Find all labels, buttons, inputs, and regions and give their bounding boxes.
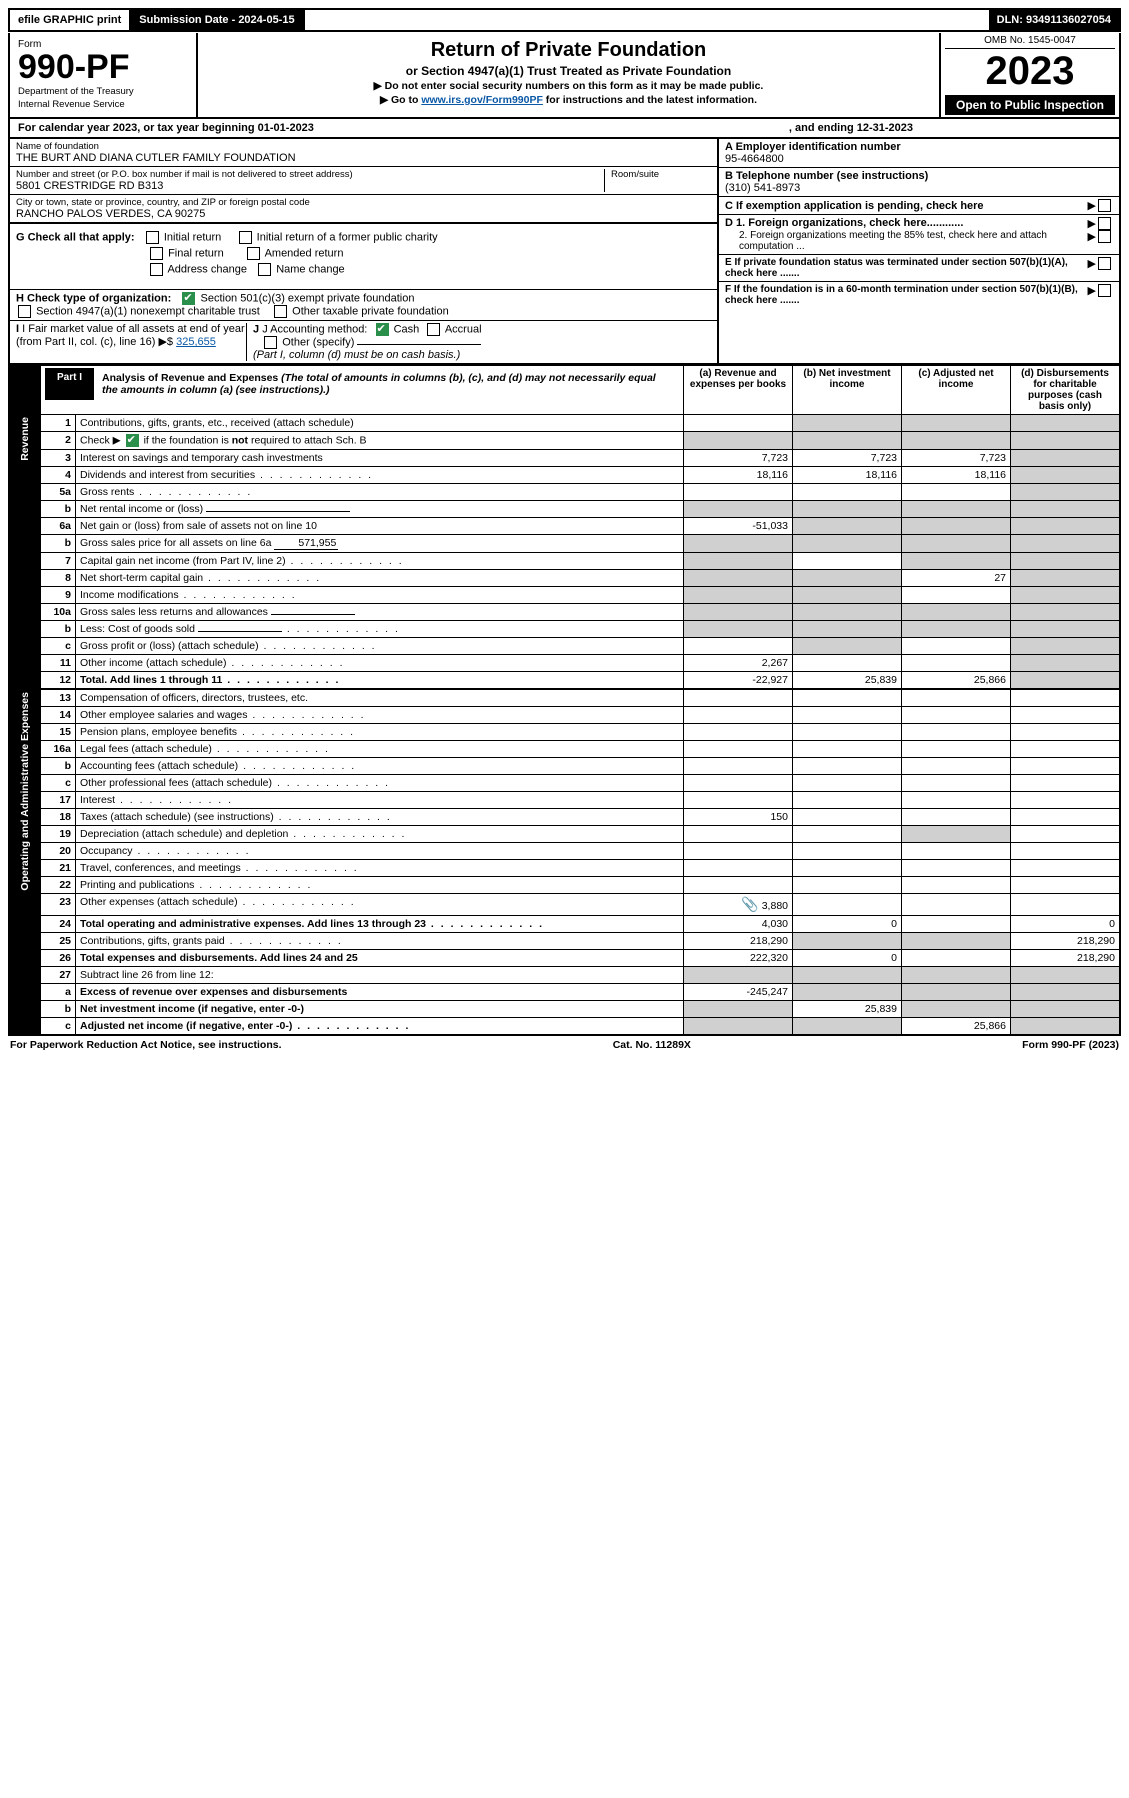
calendar-year-row: For calendar year 2023, or tax year begi… — [8, 119, 1121, 139]
ein-label: A Employer identification number — [725, 141, 1113, 153]
col-b: (b) Net investment income — [793, 366, 902, 415]
foundation-info: Name of foundation THE BURT AND DIANA CU… — [8, 139, 1121, 365]
chk-initial-return[interactable] — [146, 231, 159, 244]
chk-foreign-org[interactable] — [1098, 217, 1111, 230]
chk-name-change[interactable] — [258, 263, 271, 276]
efile-label[interactable]: efile GRAPHIC print — [10, 10, 131, 30]
part1-table: Part I Analysis of Revenue and Expenses … — [8, 365, 1121, 1036]
paperwork-notice: For Paperwork Reduction Act Notice, see … — [10, 1039, 282, 1051]
chk-other-method[interactable] — [264, 336, 277, 349]
foundation-address: 5801 CRESTRIDGE RD B313 — [16, 180, 604, 192]
efile-topbar: efile GRAPHIC print Submission Date - 20… — [8, 8, 1121, 32]
open-public-badge: Open to Public Inspection — [945, 95, 1115, 115]
attachment-icon[interactable]: 📎 — [741, 896, 758, 912]
form-header: Form 990-PF Department of the Treasury I… — [8, 33, 1121, 119]
fmv-link[interactable]: 325,655 — [176, 336, 216, 348]
irs-label: Internal Revenue Service — [18, 99, 188, 110]
chk-final-return[interactable] — [150, 247, 163, 260]
foundation-city: RANCHO PALOS VERDES, CA 90275 — [16, 208, 711, 220]
chk-501c3[interactable] — [182, 292, 195, 305]
omb-number: OMB No. 1545-0047 — [945, 35, 1115, 49]
chk-4947[interactable] — [18, 305, 31, 318]
chk-exemption-pending[interactable] — [1098, 199, 1111, 212]
chk-initial-public[interactable] — [239, 231, 252, 244]
name-label: Name of foundation — [16, 141, 711, 152]
dln: DLN: 93491136027054 — [989, 10, 1119, 30]
chk-foreign-85[interactable] — [1098, 230, 1111, 243]
chk-accrual[interactable] — [427, 323, 440, 336]
city-label: City or town, state or province, country… — [16, 197, 711, 208]
chk-terminated[interactable] — [1098, 257, 1111, 270]
telephone: (310) 541-8973 — [725, 182, 1113, 194]
cat-no: Cat. No. 11289X — [613, 1039, 691, 1051]
dept-treasury: Department of the Treasury — [18, 86, 188, 97]
chk-sch-b[interactable] — [126, 434, 139, 447]
form-ref: Form 990-PF (2023) — [1022, 1039, 1119, 1051]
note-goto: ▶ Go to www.irs.gov/Form990PF for instru… — [208, 94, 929, 106]
form-title: Return of Private Foundation — [208, 39, 929, 62]
col-d: (d) Disbursements for charitable purpose… — [1011, 366, 1121, 415]
tax-year: 2023 — [945, 49, 1115, 93]
chk-cash[interactable] — [376, 323, 389, 336]
chk-address-change[interactable] — [150, 263, 163, 276]
chk-other-taxable[interactable] — [274, 305, 287, 318]
col-c: (c) Adjusted net income — [902, 366, 1011, 415]
chk-60month[interactable] — [1098, 284, 1111, 297]
note-ssn: ▶ Do not enter social security numbers o… — [208, 80, 929, 92]
addr-label: Number and street (or P.O. box number if… — [16, 169, 604, 180]
form-subtitle: or Section 4947(a)(1) Trust Treated as P… — [208, 64, 929, 78]
tel-label: B Telephone number (see instructions) — [725, 170, 1113, 182]
chk-amended[interactable] — [247, 247, 260, 260]
part1-tab: Part I — [45, 368, 94, 400]
submission-date: Submission Date - 2024-05-15 — [131, 10, 304, 30]
irs-link[interactable]: www.irs.gov/Form990PF — [421, 94, 543, 106]
page-footer: For Paperwork Reduction Act Notice, see … — [8, 1036, 1121, 1054]
ein: 95-4664800 — [725, 153, 1113, 165]
form-number: 990-PF — [18, 50, 188, 84]
col-a: (a) Revenue and expenses per books — [684, 366, 793, 415]
section-g: G Check all that apply: Initial return I… — [10, 223, 717, 289]
foundation-name: THE BURT AND DIANA CUTLER FAMILY FOUNDAT… — [16, 152, 711, 164]
room-label: Room/suite — [611, 169, 711, 180]
